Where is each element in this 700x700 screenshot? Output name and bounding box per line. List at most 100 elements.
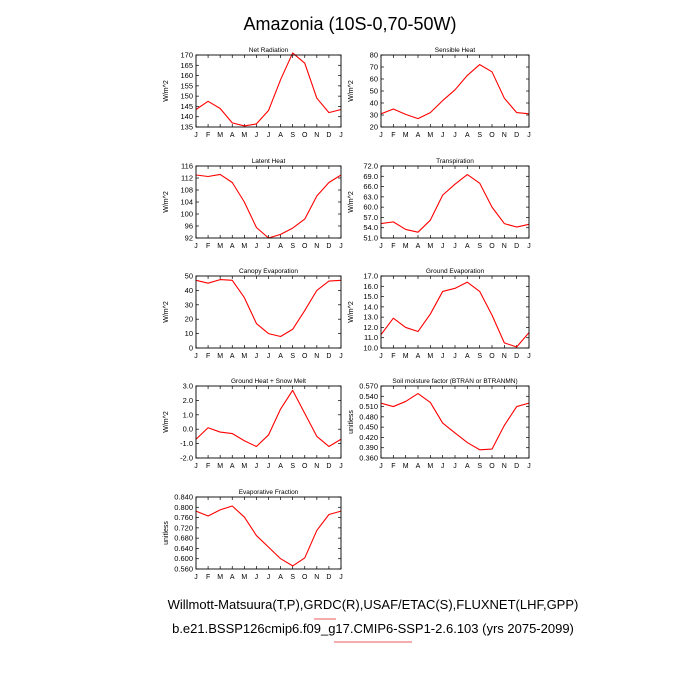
- y-tick-label: 20: [185, 315, 193, 324]
- x-tick-label: J: [194, 243, 198, 250]
- x-tick-label: S: [290, 132, 295, 139]
- x-tick-label: M: [427, 463, 433, 470]
- y-tick-label: 155: [180, 81, 193, 90]
- x-tick-label: J: [339, 463, 343, 470]
- x-tick-label: A: [416, 243, 421, 250]
- x-tick-label: F: [206, 463, 210, 470]
- x-tick-label: A: [416, 353, 421, 360]
- series-line: [195, 279, 342, 338]
- x-tick-label: O: [302, 574, 308, 581]
- x-tick-label: O: [302, 353, 308, 360]
- x-tick-label: M: [241, 574, 247, 581]
- x-tick-label: A: [416, 132, 421, 139]
- x-tick-label: S: [290, 463, 295, 470]
- y-tick-label: 0.560: [174, 565, 193, 574]
- y-tick-label: 0.640: [174, 544, 193, 553]
- x-tick-label: J: [339, 132, 343, 139]
- x-tick-label: J: [267, 463, 271, 470]
- x-tick-label: A: [278, 574, 283, 581]
- x-tick-label: F: [391, 353, 395, 360]
- y-tick-label: 96: [185, 222, 193, 231]
- y-tick-label: 0.420: [359, 433, 378, 442]
- figure-title: Amazonia (10S-0,70-50W): [243, 14, 456, 34]
- x-tick-label: J: [255, 243, 259, 250]
- x-tick-label: N: [502, 463, 507, 470]
- x-tick-label: N: [502, 243, 507, 250]
- x-tick-label: D: [514, 353, 519, 360]
- x-tick-label: S: [477, 463, 482, 470]
- x-tick-label: J: [194, 132, 198, 139]
- x-tick-label: O: [489, 132, 495, 139]
- x-tick-label: J: [267, 132, 271, 139]
- x-tick-label: J: [339, 574, 343, 581]
- x-tick-label: J: [453, 132, 457, 139]
- plot-frame: [380, 275, 530, 349]
- x-tick-label: J: [379, 132, 383, 139]
- x-tick-label: O: [489, 243, 495, 250]
- y-tick-label: 12.0: [363, 323, 378, 332]
- x-tick-label: J: [267, 353, 271, 360]
- y-tick-label: 3.0: [183, 382, 193, 391]
- y-tick-label: 54.0: [363, 223, 378, 232]
- x-tick-label: S: [290, 353, 295, 360]
- x-tick-label: A: [230, 353, 235, 360]
- x-tick-label: O: [302, 243, 308, 250]
- chart-panel: Ground Evaporation 10.0 11.012.013.0 14.015…: [348, 268, 531, 360]
- x-tick-label: J: [527, 243, 531, 250]
- y-tick-label: 0.760: [174, 513, 193, 522]
- x-tick-label: M: [241, 463, 247, 470]
- y-tick-label: 20: [370, 123, 378, 132]
- y-tick-label: -1.0: [180, 439, 193, 448]
- x-tick-label: M: [241, 243, 247, 250]
- plot-frame: [195, 496, 342, 570]
- series-line: [380, 281, 530, 348]
- y-tick-label: 70: [370, 63, 378, 72]
- x-tick-label: M: [241, 353, 247, 360]
- x-tick-label: M: [427, 243, 433, 250]
- y-tick-label: 92: [185, 234, 193, 243]
- x-tick-label: S: [477, 353, 482, 360]
- x-tick-label: A: [278, 353, 283, 360]
- x-tick-label: O: [302, 132, 308, 139]
- x-tick-label: M: [403, 243, 409, 250]
- x-tick-label: A: [230, 243, 235, 250]
- y-axis-label: unitless: [163, 521, 170, 545]
- y-tick-label: 0.510: [359, 402, 378, 411]
- y-tick-label: 13.0: [363, 313, 378, 322]
- x-tick-label: D: [326, 353, 331, 360]
- series-line: [195, 389, 342, 448]
- plot-frame: [195, 165, 342, 239]
- x-tick-label: J: [255, 574, 259, 581]
- x-tick-label: N: [502, 353, 507, 360]
- y-tick-label: 51.0: [363, 234, 378, 243]
- x-tick-label: M: [217, 574, 223, 581]
- x-tick-label: A: [416, 463, 421, 470]
- panel-title: Sensible Heat: [435, 47, 476, 54]
- y-tick-label: 160: [180, 71, 193, 80]
- y-tick-label: 0.570: [359, 382, 378, 391]
- y-tick-label: 50: [185, 272, 193, 281]
- panel-title: Latent Heat: [252, 158, 286, 165]
- x-tick-label: N: [314, 132, 319, 139]
- y-tick-label: 60.0: [363, 203, 378, 212]
- x-tick-label: D: [514, 243, 519, 250]
- y-tick-label: 0.600: [174, 554, 193, 563]
- y-tick-label: 0.720: [174, 523, 193, 532]
- y-tick-label: 1.0: [183, 410, 193, 419]
- x-tick-label: F: [206, 353, 210, 360]
- x-tick-label: J: [379, 353, 383, 360]
- x-tick-label: F: [206, 243, 210, 250]
- panel-title: Evaporative Fraction: [239, 489, 299, 496]
- x-tick-label: J: [255, 132, 259, 139]
- chart-panel: Evaporative Fraction 0.560 0.6000.6400.680…: [163, 489, 343, 581]
- y-tick-label: 11.0: [364, 333, 378, 342]
- y-tick-label: 72.0: [363, 162, 378, 171]
- y-tick-label: 116: [181, 162, 193, 171]
- y-axis-label: W/m^2: [163, 191, 170, 213]
- y-tick-label: 0.480: [359, 412, 378, 421]
- x-tick-label: J: [255, 463, 259, 470]
- series-line: [380, 174, 530, 233]
